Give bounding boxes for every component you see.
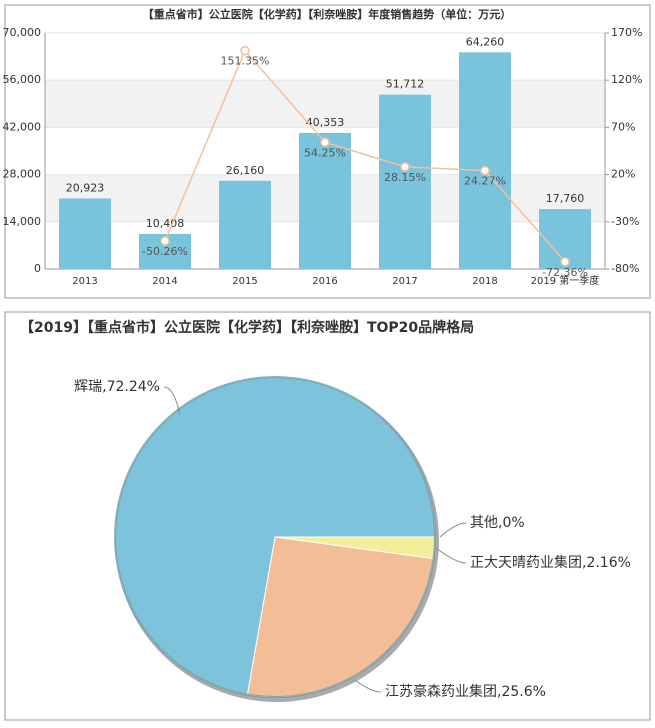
line-label: 54.25% [304,146,346,159]
bar [459,52,511,269]
y2-tick-label: 70% [611,120,635,133]
leader-line [163,386,181,416]
slice-label: 辉瑞,72.24% [74,379,160,395]
bar [299,132,351,269]
slice-label: 江苏豪森药业集团,25.6% [385,683,546,700]
y-tick-label: 42,000 [3,120,42,133]
chart-title: 【重点省市】公立医院【化学药】【利奈唑胺】年度销售趋势（单位：万元） [143,7,512,21]
bar [379,94,431,270]
bar-label: 10,408 [146,217,185,230]
line-label: 151.35% [221,55,270,68]
line-label: -72.36% [542,266,588,279]
x-tick-label: 2016 [312,276,337,287]
line-label: -50.26% [142,245,188,258]
line [164,49,566,263]
y-tick-label: 28,000 [3,168,42,181]
x-tick-label: 2013 [72,276,97,287]
y2-tick-label: -80% [611,262,639,275]
bar-label: 20,923 [66,181,105,194]
line-point [400,162,410,172]
bar-label: 64,260 [466,35,505,48]
leader-line [354,679,382,693]
y-tick-label: 14,000 [3,215,42,228]
y2-tick-label: 120% [611,73,642,86]
y2-tick-label: 170% [611,26,642,39]
x-tick-label: 2014 [152,276,177,287]
x-tick-label: 2017 [392,276,417,287]
bar-label: 26,160 [226,164,265,177]
line-label: 24.27% [464,175,506,188]
x-tick-label: 2019 第一季度 [531,274,600,287]
line-label: 28.15% [384,171,426,184]
bar-label: 17,760 [546,192,585,205]
y2-tick-label: 20% [611,168,635,181]
x-tick-label: 2018 [472,276,497,287]
y-tick-label: 56,000 [3,73,42,86]
chart-title: 【2019】【重点省市】公立医院【化学药】【利奈唑胺】TOP20品牌格局 [20,319,474,336]
slice-label: 其他,0% [470,515,525,531]
slice-label: 正大天晴药业集团,2.16% [470,554,631,571]
line-point [240,45,250,56]
bar-label: 40,353 [306,116,345,129]
bar-label: 51,712 [386,78,425,91]
leader-line [439,522,467,538]
bar [59,198,111,269]
bar [219,180,271,269]
y-tick-label: 70,000 [3,26,42,39]
y-tick-label: 0 [34,262,41,275]
line-point [160,236,170,246]
y2-tick-label: -30% [611,215,639,228]
leader-line [435,547,467,564]
line-point [480,165,490,176]
grid-band [45,80,605,128]
x-tick-label: 2015 [232,276,257,287]
line-point [320,137,330,148]
pie-rim [114,376,436,698]
line-point [560,257,570,267]
